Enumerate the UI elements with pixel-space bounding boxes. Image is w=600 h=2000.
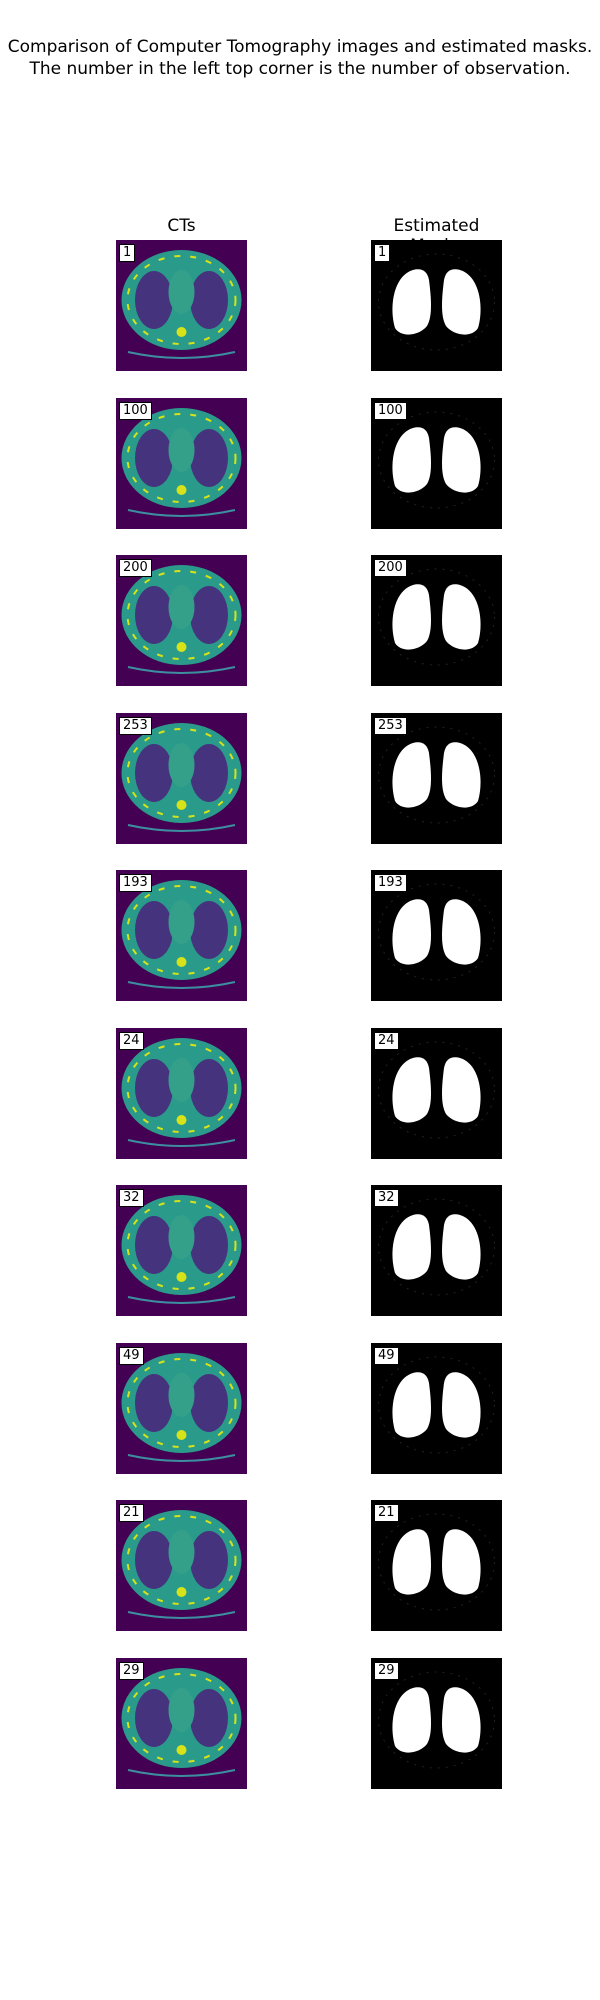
- ct-image: 253: [116, 713, 247, 844]
- estimated-mask-image: 193: [371, 870, 502, 1001]
- observation-number-label: 200: [119, 559, 152, 577]
- estimated-mask-image: 49: [371, 1343, 502, 1474]
- ct-image: 200: [116, 555, 247, 686]
- ct-image: 29: [116, 1658, 247, 1789]
- ct-image: 24: [116, 1028, 247, 1159]
- estimated-mask-image: 253: [371, 713, 502, 844]
- observation-number-label: 24: [374, 1032, 399, 1050]
- estimated-mask-image: 24: [371, 1028, 502, 1159]
- estimated-mask-image: 21: [371, 1500, 502, 1631]
- observation-number-label: 100: [374, 402, 407, 420]
- observation-number-label: 193: [374, 874, 407, 892]
- observation-number-label: 29: [119, 1662, 144, 1680]
- observation-number-label: 253: [119, 717, 152, 735]
- ct-image: 1: [116, 240, 247, 371]
- observation-number-label: 24: [119, 1032, 144, 1050]
- ct-column-header: CTs: [167, 216, 196, 236]
- figure-title: Comparison of Computer Tomography images…: [0, 36, 600, 80]
- observation-number-label: 21: [119, 1504, 144, 1522]
- observation-number-label: 1: [374, 244, 391, 262]
- estimated-mask-image: 29: [371, 1658, 502, 1789]
- observation-number-label: 193: [119, 874, 152, 892]
- observation-number-label: 100: [119, 402, 152, 420]
- observation-number-label: 253: [374, 717, 407, 735]
- ct-image: 21: [116, 1500, 247, 1631]
- observation-number-label: 32: [119, 1189, 144, 1207]
- observation-number-label: 49: [119, 1347, 144, 1365]
- estimated-mask-image: 32: [371, 1185, 502, 1316]
- ct-image: 193: [116, 870, 247, 1001]
- estimated-mask-image: 100: [371, 398, 502, 529]
- estimated-mask-image: 200: [371, 555, 502, 686]
- observation-number-label: 49: [374, 1347, 399, 1365]
- observation-number-label: 1: [119, 244, 136, 262]
- observation-number-label: 21: [374, 1504, 399, 1522]
- title-line-1: Comparison of Computer Tomography images…: [7, 37, 593, 57]
- ct-image: 49: [116, 1343, 247, 1474]
- observation-number-label: 32: [374, 1189, 399, 1207]
- observation-number-label: 29: [374, 1662, 399, 1680]
- ct-image: 100: [116, 398, 247, 529]
- estimated-mask-image: 1: [371, 240, 502, 371]
- ct-image: 32: [116, 1185, 247, 1316]
- observation-number-label: 200: [374, 559, 407, 577]
- title-line-2: The number in the left top corner is the…: [29, 59, 571, 79]
